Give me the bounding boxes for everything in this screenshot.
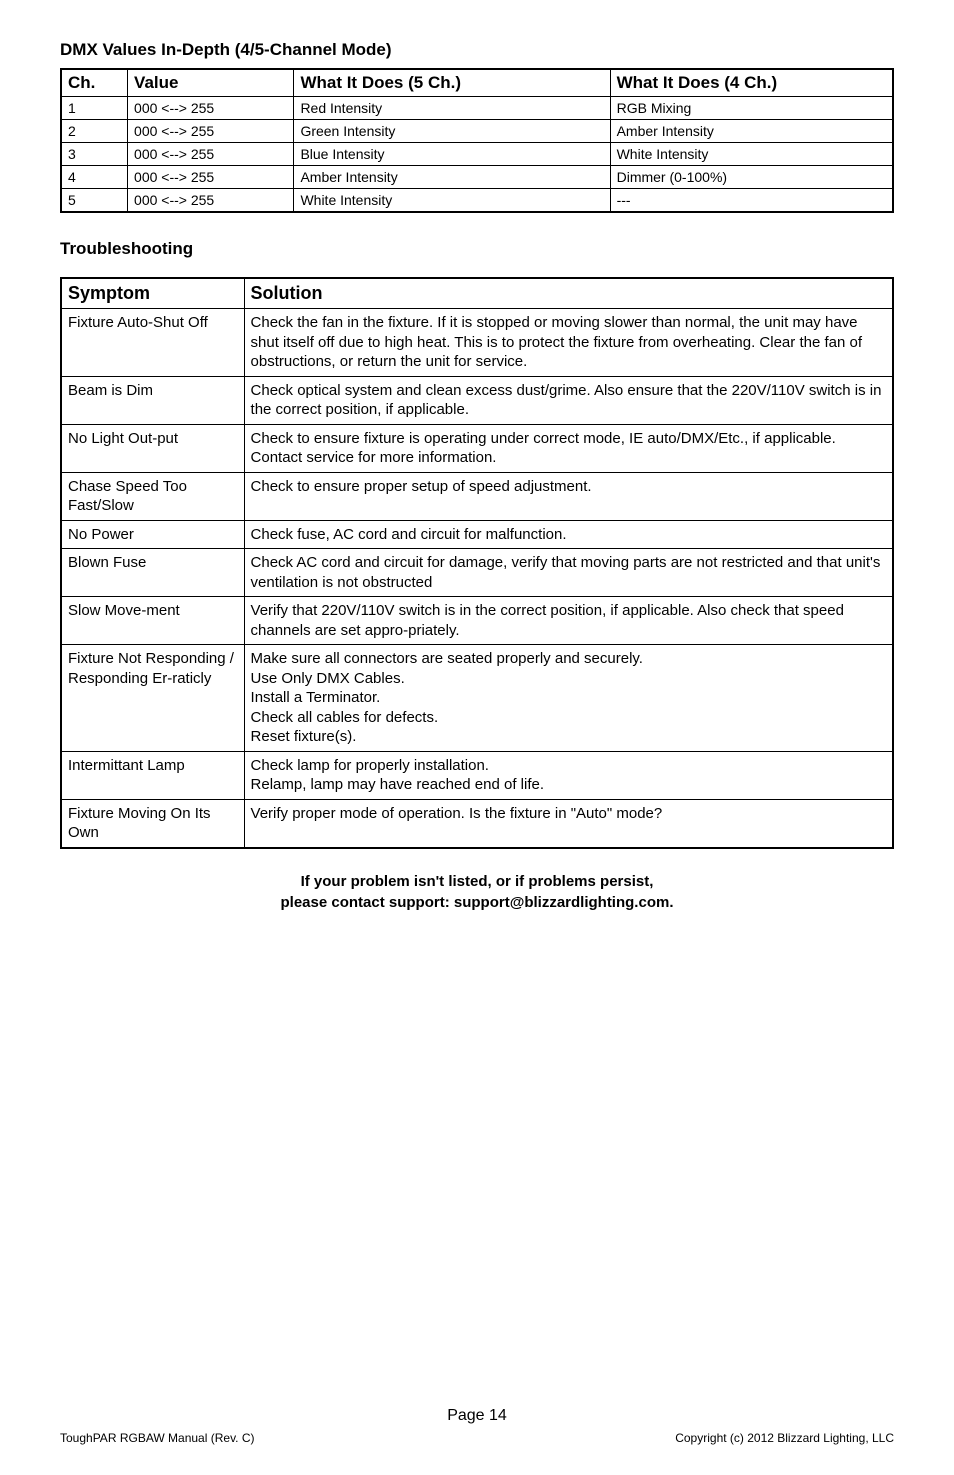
table-row: Fixture Auto-Shut Off Check the fan in t… (61, 309, 893, 377)
dmx-cell: Amber Intensity (610, 120, 893, 143)
footer-right: Copyright (c) 2012 Blizzard Lighting, LL… (675, 1431, 894, 1445)
dmx-cell: Blue Intensity (294, 143, 610, 166)
ts-solution: Check to ensure proper setup of speed ad… (244, 472, 893, 520)
ts-symptom: No Light Out-put (61, 424, 244, 472)
ts-symptom: Chase Speed Too Fast/Slow (61, 472, 244, 520)
table-row: 5 000 <--> 255 White Intensity --- (61, 189, 893, 213)
ts-solution: Verify proper mode of operation. Is the … (244, 799, 893, 848)
table-row: Slow Move-ment Verify that 220V/110V swi… (61, 597, 893, 645)
table-row: 4 000 <--> 255 Amber Intensity Dimmer (0… (61, 166, 893, 189)
ts-header-symptom: Symptom (61, 278, 244, 309)
ts-solution: Check to ensure fixture is operating und… (244, 424, 893, 472)
dmx-cell: 000 <--> 255 (128, 189, 294, 213)
dmx-cell: RGB Mixing (610, 97, 893, 120)
dmx-table: Ch. Value What It Does (5 Ch.) What It D… (60, 68, 894, 213)
ts-solution: Check AC cord and circuit for damage, ve… (244, 549, 893, 597)
page-number: Page 14 (60, 1407, 894, 1425)
dmx-cell: 3 (61, 143, 128, 166)
dmx-cell: White Intensity (294, 189, 610, 213)
ts-symptom: Blown Fuse (61, 549, 244, 597)
page-footer: Page 14 ToughPAR RGBAW Manual (Rev. C) C… (60, 1407, 894, 1445)
dmx-header-5ch: What It Does (5 Ch.) (294, 69, 610, 97)
dmx-cell: 000 <--> 255 (128, 166, 294, 189)
footer-note-line1: If your problem isn't listed, or if prob… (60, 871, 894, 892)
dmx-cell: White Intensity (610, 143, 893, 166)
dmx-cell: Dimmer (0-100%) (610, 166, 893, 189)
dmx-cell: Green Intensity (294, 120, 610, 143)
table-row: Fixture Not Responding / Responding Er-r… (61, 645, 893, 752)
ts-symptom: Beam is Dim (61, 376, 244, 424)
dmx-header-4ch: What It Does (4 Ch.) (610, 69, 893, 97)
troubleshoot-table: Symptom Solution Fixture Auto-Shut Off C… (60, 277, 894, 849)
ts-symptom: Slow Move-ment (61, 597, 244, 645)
dmx-cell: 000 <--> 255 (128, 97, 294, 120)
table-row: Blown Fuse Check AC cord and circuit for… (61, 549, 893, 597)
dmx-cell: 1 (61, 97, 128, 120)
troubleshoot-section-title: Troubleshooting (60, 239, 894, 259)
ts-solution: Check fuse, AC cord and circuit for malf… (244, 520, 893, 549)
dmx-cell: 4 (61, 166, 128, 189)
dmx-header-value: Value (128, 69, 294, 97)
table-row: Fixture Moving On Its Own Verify proper … (61, 799, 893, 848)
table-header-row: Ch. Value What It Does (5 Ch.) What It D… (61, 69, 893, 97)
table-row: No Power Check fuse, AC cord and circuit… (61, 520, 893, 549)
dmx-cell: Red Intensity (294, 97, 610, 120)
dmx-cell: Amber Intensity (294, 166, 610, 189)
dmx-cell: 2 (61, 120, 128, 143)
table-row: No Light Out-put Check to ensure fixture… (61, 424, 893, 472)
table-row: Intermittant Lamp Check lamp for properl… (61, 751, 893, 799)
footer-row: ToughPAR RGBAW Manual (Rev. C) Copyright… (60, 1431, 894, 1445)
footer-note-line2: please contact support: support@blizzard… (60, 892, 894, 913)
ts-solution: Check lamp for properly installation.Rel… (244, 751, 893, 799)
ts-header-solution: Solution (244, 278, 893, 309)
table-row: Beam is Dim Check optical system and cle… (61, 376, 893, 424)
ts-solution: Check optical system and clean excess du… (244, 376, 893, 424)
footer-left: ToughPAR RGBAW Manual (Rev. C) (60, 1431, 255, 1445)
table-row: 2 000 <--> 255 Green Intensity Amber Int… (61, 120, 893, 143)
dmx-cell: 000 <--> 255 (128, 120, 294, 143)
ts-symptom: Fixture Not Responding / Responding Er-r… (61, 645, 244, 752)
ts-solution: Check the fan in the fixture. If it is s… (244, 309, 893, 377)
table-row: Chase Speed Too Fast/Slow Check to ensur… (61, 472, 893, 520)
table-row: 1 000 <--> 255 Red Intensity RGB Mixing (61, 97, 893, 120)
ts-symptom: Fixture Auto-Shut Off (61, 309, 244, 377)
ts-symptom: Intermittant Lamp (61, 751, 244, 799)
dmx-cell: --- (610, 189, 893, 213)
dmx-section-title: DMX Values In-Depth (4/5-Channel Mode) (60, 40, 894, 60)
dmx-cell: 000 <--> 255 (128, 143, 294, 166)
table-row: 3 000 <--> 255 Blue Intensity White Inte… (61, 143, 893, 166)
ts-solution: Make sure all connectors are seated prop… (244, 645, 893, 752)
dmx-header-ch: Ch. (61, 69, 128, 97)
table-header-row: Symptom Solution (61, 278, 893, 309)
ts-solution: Verify that 220V/110V switch is in the c… (244, 597, 893, 645)
footer-note: If your problem isn't listed, or if prob… (60, 871, 894, 913)
dmx-cell: 5 (61, 189, 128, 213)
ts-symptom: No Power (61, 520, 244, 549)
ts-symptom: Fixture Moving On Its Own (61, 799, 244, 848)
